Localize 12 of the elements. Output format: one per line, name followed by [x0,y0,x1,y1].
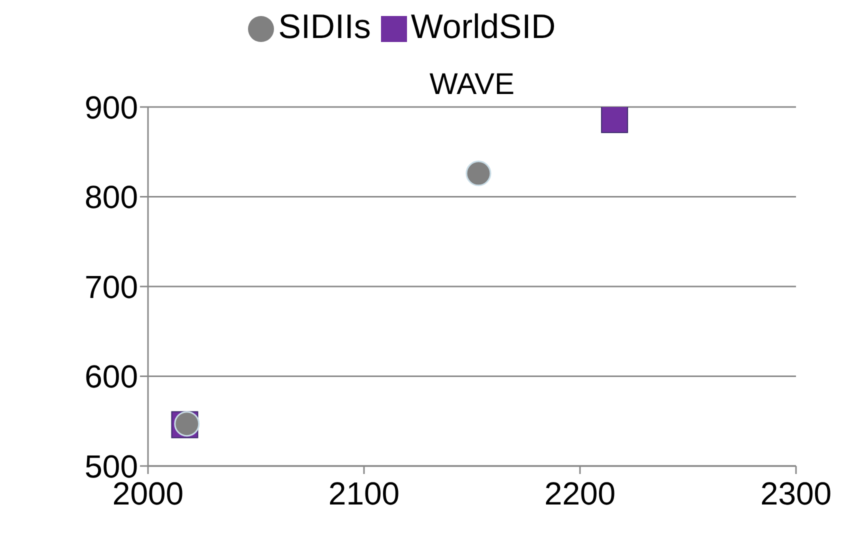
y-tick-label: 600 [84,358,138,395]
legend-label: WorldSID [410,8,556,46]
x-tick-label: 2300 [760,476,832,512]
x-tick-label: 2100 [328,476,400,512]
y-tick-label: 700 [84,268,138,305]
legend-label: SIDIIs [278,8,371,46]
y-tick-label: 900 [84,89,138,126]
x-tick-label: 2200 [544,476,616,512]
y-tick-label: 800 [84,179,138,216]
point [466,160,492,186]
point [601,107,628,134]
chart-title: WAVE [428,68,516,102]
